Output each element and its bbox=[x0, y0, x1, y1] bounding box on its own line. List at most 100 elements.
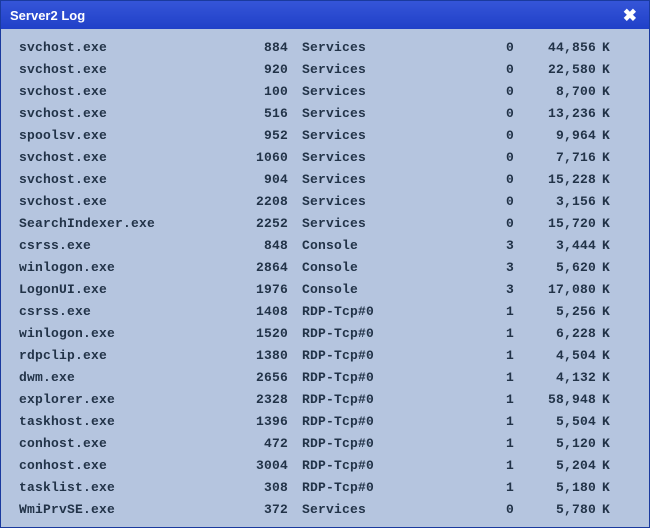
titlebar[interactable]: Server2 Log ✖ bbox=[1, 1, 649, 29]
mem-unit: K bbox=[596, 345, 610, 367]
session-name: Services bbox=[294, 103, 454, 125]
session-name: Services bbox=[294, 37, 454, 59]
process-name: conhost.exe bbox=[19, 455, 244, 477]
session-id: 3 bbox=[454, 279, 514, 301]
mem-unit: K bbox=[596, 367, 610, 389]
session-name: Services bbox=[294, 125, 454, 147]
mem-usage: 5,780 bbox=[514, 499, 596, 521]
mem-usage: 13,236 bbox=[514, 103, 596, 125]
session-id: 0 bbox=[454, 37, 514, 59]
session-name: Services bbox=[294, 59, 454, 81]
mem-usage: 5,620 bbox=[514, 257, 596, 279]
mem-unit: K bbox=[596, 191, 610, 213]
session-id: 0 bbox=[454, 81, 514, 103]
process-pid: 308 bbox=[244, 477, 294, 499]
log-window: Server2 Log ✖ svchost.exe884 Services044… bbox=[0, 0, 650, 528]
table-row: explorer.exe2328 RDP-Tcp#0158,948K bbox=[1, 389, 649, 411]
mem-unit: K bbox=[596, 499, 610, 521]
mem-unit: K bbox=[596, 323, 610, 345]
session-name: RDP-Tcp#0 bbox=[294, 455, 454, 477]
mem-usage: 15,228 bbox=[514, 169, 596, 191]
session-name: Console bbox=[294, 279, 454, 301]
session-name: RDP-Tcp#0 bbox=[294, 389, 454, 411]
session-id: 1 bbox=[454, 411, 514, 433]
mem-usage: 3,156 bbox=[514, 191, 596, 213]
mem-usage: 5,120 bbox=[514, 433, 596, 455]
session-id: 1 bbox=[454, 367, 514, 389]
table-row: dwm.exe2656 RDP-Tcp#014,132K bbox=[1, 367, 649, 389]
mem-usage: 6,228 bbox=[514, 323, 596, 345]
process-pid: 3004 bbox=[244, 455, 294, 477]
process-name: spoolsv.exe bbox=[19, 125, 244, 147]
mem-unit: K bbox=[596, 433, 610, 455]
process-name: dwm.exe bbox=[19, 367, 244, 389]
session-id: 0 bbox=[454, 499, 514, 521]
process-pid: 2656 bbox=[244, 367, 294, 389]
close-icon[interactable]: ✖ bbox=[620, 7, 640, 24]
process-pid: 1408 bbox=[244, 301, 294, 323]
mem-usage: 22,580 bbox=[514, 59, 596, 81]
mem-usage: 15,720 bbox=[514, 213, 596, 235]
table-row: LogonUI.exe1976 Console317,080K bbox=[1, 279, 649, 301]
session-id: 3 bbox=[454, 257, 514, 279]
process-name: explorer.exe bbox=[19, 389, 244, 411]
mem-usage: 8,700 bbox=[514, 81, 596, 103]
session-id: 1 bbox=[454, 301, 514, 323]
mem-usage: 58,948 bbox=[514, 389, 596, 411]
process-pid: 100 bbox=[244, 81, 294, 103]
session-name: RDP-Tcp#0 bbox=[294, 367, 454, 389]
session-name: RDP-Tcp#0 bbox=[294, 301, 454, 323]
mem-usage: 17,080 bbox=[514, 279, 596, 301]
process-name: svchost.exe bbox=[19, 59, 244, 81]
mem-unit: K bbox=[596, 81, 610, 103]
process-pid: 884 bbox=[244, 37, 294, 59]
table-row: SearchIndexer.exe2252 Services015,720K bbox=[1, 213, 649, 235]
mem-unit: K bbox=[596, 59, 610, 81]
mem-usage: 5,256 bbox=[514, 301, 596, 323]
process-pid: 952 bbox=[244, 125, 294, 147]
process-pid: 2864 bbox=[244, 257, 294, 279]
session-id: 1 bbox=[454, 389, 514, 411]
mem-unit: K bbox=[596, 37, 610, 59]
table-row: taskhost.exe1396 RDP-Tcp#015,504K bbox=[1, 411, 649, 433]
session-id: 0 bbox=[454, 191, 514, 213]
table-row: rdpclip.exe1380 RDP-Tcp#014,504K bbox=[1, 345, 649, 367]
process-name: svchost.exe bbox=[19, 147, 244, 169]
process-pid: 516 bbox=[244, 103, 294, 125]
process-pid: 2328 bbox=[244, 389, 294, 411]
process-pid: 472 bbox=[244, 433, 294, 455]
process-name: svchost.exe bbox=[19, 169, 244, 191]
mem-unit: K bbox=[596, 455, 610, 477]
mem-unit: K bbox=[596, 147, 610, 169]
table-row: winlogon.exe2864 Console35,620K bbox=[1, 257, 649, 279]
process-name: conhost.exe bbox=[19, 433, 244, 455]
session-name: RDP-Tcp#0 bbox=[294, 323, 454, 345]
process-pid: 920 bbox=[244, 59, 294, 81]
session-name: Services bbox=[294, 499, 454, 521]
process-pid: 372 bbox=[244, 499, 294, 521]
mem-unit: K bbox=[596, 235, 610, 257]
mem-unit: K bbox=[596, 389, 610, 411]
process-name: svchost.exe bbox=[19, 103, 244, 125]
mem-usage: 9,964 bbox=[514, 125, 596, 147]
session-name: Services bbox=[294, 81, 454, 103]
process-name: svchost.exe bbox=[19, 191, 244, 213]
session-name: Console bbox=[294, 257, 454, 279]
session-id: 3 bbox=[454, 235, 514, 257]
process-pid: 1060 bbox=[244, 147, 294, 169]
window-title: Server2 Log bbox=[10, 8, 620, 23]
session-id: 0 bbox=[454, 213, 514, 235]
table-row: svchost.exe516 Services013,236K bbox=[1, 103, 649, 125]
process-pid: 904 bbox=[244, 169, 294, 191]
session-name: Services bbox=[294, 169, 454, 191]
mem-unit: K bbox=[596, 169, 610, 191]
session-name: RDP-Tcp#0 bbox=[294, 411, 454, 433]
process-name: LogonUI.exe bbox=[19, 279, 244, 301]
table-row: tasklist.exe308 RDP-Tcp#015,180K bbox=[1, 477, 649, 499]
mem-unit: K bbox=[596, 411, 610, 433]
table-row: svchost.exe1060 Services07,716K bbox=[1, 147, 649, 169]
mem-unit: K bbox=[596, 103, 610, 125]
process-name: svchost.exe bbox=[19, 37, 244, 59]
mem-usage: 4,504 bbox=[514, 345, 596, 367]
session-id: 0 bbox=[454, 59, 514, 81]
